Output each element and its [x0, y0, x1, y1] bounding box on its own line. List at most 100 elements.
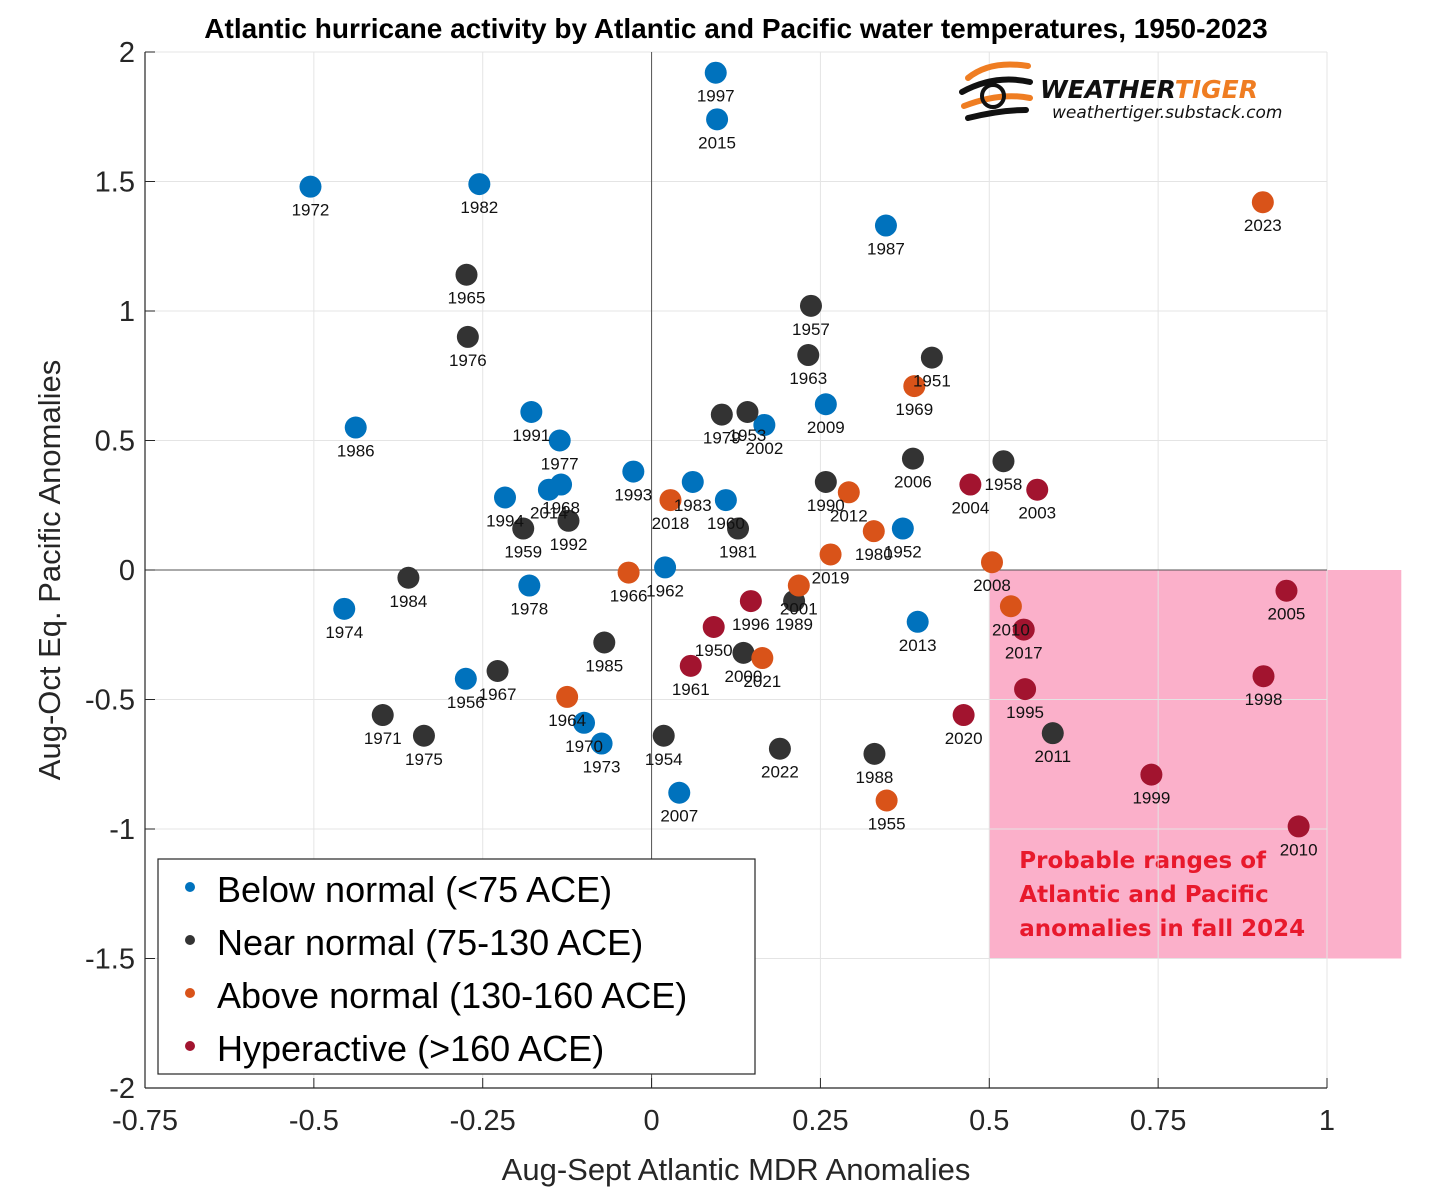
data-point-1976	[456, 325, 479, 348]
data-point-2008	[980, 551, 1003, 574]
point-label-1977: 1977	[541, 455, 579, 474]
point-label-1969: 1969	[895, 400, 933, 419]
point-label-1991: 1991	[512, 426, 550, 445]
data-point-1997	[704, 61, 727, 84]
point-label-1968: 1968	[542, 499, 580, 518]
point-label-1961: 1961	[672, 680, 710, 699]
data-point-1952	[891, 517, 914, 540]
point-label-2022: 2022	[761, 763, 799, 782]
x-tick-label: 1	[1319, 1105, 1335, 1137]
point-label-2006: 2006	[894, 473, 932, 492]
data-point-1964	[556, 685, 579, 708]
point-label-1988: 1988	[856, 768, 894, 787]
y-axis-label: Aug-Oct Eq. Pacific Anomalies	[32, 360, 67, 780]
annotation-text-line: anomalies in fall 2024	[1019, 916, 1305, 942]
data-point-1984	[397, 566, 420, 589]
point-label-2019: 2019	[812, 568, 850, 587]
chart-title: Atlantic hurricane activity by Atlantic …	[204, 13, 1267, 44]
point-label-1986: 1986	[337, 442, 375, 461]
data-point-2021	[751, 647, 774, 670]
point-label-1956: 1956	[447, 693, 485, 712]
point-label-1963: 1963	[789, 369, 827, 388]
point-label-1978: 1978	[510, 600, 548, 619]
point-label-1957: 1957	[792, 320, 830, 339]
point-label-1951: 1951	[913, 372, 951, 391]
point-label-2021: 2021	[743, 672, 781, 691]
data-point-1992	[557, 509, 580, 532]
point-label-2017: 2017	[1005, 644, 1043, 663]
point-label-1958: 1958	[985, 475, 1023, 494]
data-point-2000	[732, 641, 755, 664]
point-label-1964: 1964	[548, 711, 586, 730]
point-label-1950: 1950	[695, 641, 733, 660]
point-label-1981: 1981	[719, 543, 757, 562]
point-label-2003: 2003	[1018, 504, 1056, 523]
annotation-text-line: Atlantic and Pacific	[1019, 882, 1268, 908]
data-point-1972	[299, 175, 322, 198]
data-point-2010	[1287, 815, 1310, 838]
point-label-1996: 1996	[732, 615, 770, 634]
tiger-swirl-icon	[959, 61, 1033, 121]
point-label-2012: 2012	[830, 506, 868, 525]
data-point-1963	[797, 344, 820, 367]
point-label-1962: 1962	[646, 581, 684, 600]
point-label-1971: 1971	[364, 729, 402, 748]
data-point-1978	[518, 574, 541, 597]
point-label-1995: 1995	[1006, 703, 1044, 722]
data-point-1969	[903, 375, 926, 398]
data-point-2010	[999, 595, 1022, 618]
point-label-1973: 1973	[583, 758, 621, 777]
point-label-1953: 1953	[729, 426, 767, 445]
y-tick-label: 1.5	[95, 167, 135, 199]
data-point-2018	[659, 489, 682, 512]
y-tick-label: -0.5	[85, 685, 135, 717]
probable-range-box	[989, 570, 1402, 959]
point-label-2005: 2005	[1268, 605, 1306, 624]
point-label-1985: 1985	[585, 657, 623, 676]
logo-tiger-text: TIGER	[1175, 75, 1258, 104]
point-label-1990: 1990	[807, 496, 845, 515]
point-label-2004: 2004	[951, 499, 989, 518]
svg-text:WEATHERTIGER: WEATHERTIGER	[1040, 75, 1258, 104]
x-tick-label: 0.25	[792, 1105, 848, 1137]
data-point-1953	[736, 401, 759, 424]
data-point-1995	[1014, 678, 1037, 701]
legend-box	[157, 858, 756, 1075]
point-label-1993: 1993	[614, 486, 652, 505]
data-point-1991	[520, 401, 543, 424]
data-point-2020	[952, 704, 975, 727]
point-label-2011: 2011	[1034, 747, 1071, 766]
point-label-1994: 1994	[486, 511, 524, 530]
data-point-1965	[455, 263, 478, 286]
point-label-1954: 1954	[645, 750, 683, 769]
data-point-1999	[1140, 763, 1163, 786]
data-point-1960	[714, 489, 737, 512]
data-point-2001	[787, 574, 810, 597]
data-point-2007	[668, 781, 691, 804]
legend-marker-near	[185, 935, 195, 945]
point-label-1966: 1966	[610, 587, 648, 606]
point-label-2000: 2000	[725, 667, 763, 686]
point-label-1960: 1960	[707, 514, 745, 533]
data-point-1956	[454, 667, 477, 690]
data-point-2005	[1275, 579, 1298, 602]
legend-label-above: Above normal (130-160 ACE)	[217, 975, 687, 1016]
data-point-1958	[992, 450, 1015, 473]
data-point-1990	[814, 470, 837, 493]
data-point-1968	[550, 473, 573, 496]
data-point-2006	[901, 447, 924, 470]
data-point-2009	[814, 393, 837, 416]
point-label-1989: 1989	[775, 615, 813, 634]
point-label-1992: 1992	[550, 535, 588, 554]
data-point-2002	[753, 413, 776, 436]
data-point-2015	[706, 108, 729, 131]
point-label-1983: 1983	[674, 496, 712, 515]
weathertiger-logo: WEATHERTIGER weathertiger.substack.com	[959, 61, 1282, 123]
point-label-2002: 2002	[745, 439, 783, 458]
data-point-1950	[702, 615, 725, 638]
y-tick-label: 2	[119, 37, 135, 69]
data-point-1973	[590, 732, 613, 755]
point-label-1982: 1982	[460, 198, 498, 217]
point-label-1984: 1984	[390, 592, 428, 611]
